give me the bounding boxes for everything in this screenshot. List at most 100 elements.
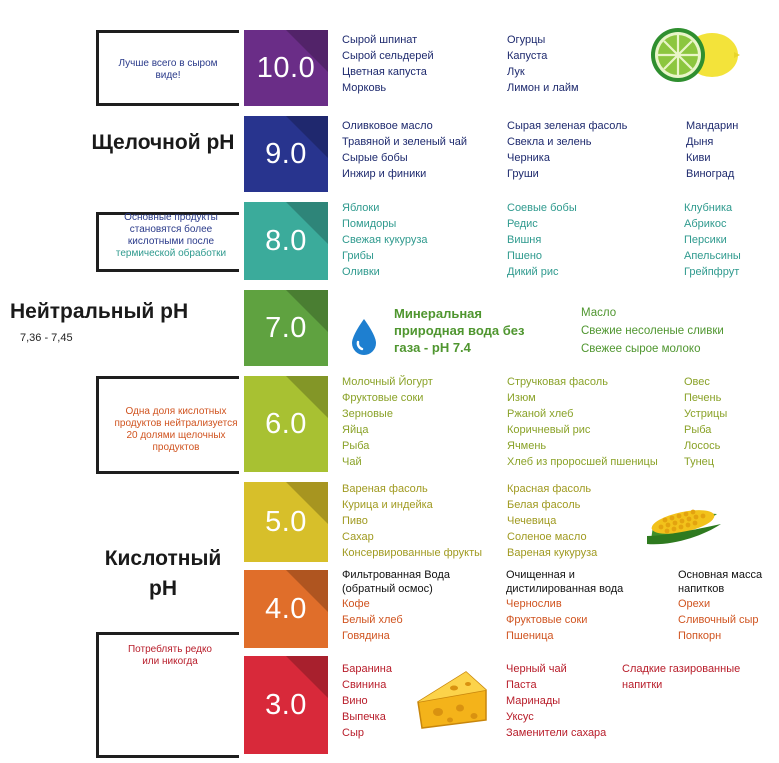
food-item: Баранина <box>342 663 392 675</box>
note-heat: Основные продукты становятся более кисло… <box>106 212 236 260</box>
food-list-9-col2: Сырая зеленая фасоль Свекла и зелень Чер… <box>507 118 627 182</box>
food-item: Дыня <box>686 136 714 148</box>
cheese-icon <box>417 671 487 729</box>
corn-icon <box>647 509 721 545</box>
food-item: Травяной и зеленый чай <box>342 136 467 148</box>
food-item: Чернослив <box>506 598 562 610</box>
food-list-8-col1: Яблоки Помидоры Свежая кукуруза Грибы Ол… <box>342 200 428 280</box>
food-item: Грейпфрут <box>684 266 740 278</box>
food-item: Абрикос <box>684 218 727 230</box>
note-heat-line2: термической обработки <box>115 248 227 259</box>
food-item: Орехи <box>678 598 711 610</box>
food-item: Пшено <box>507 250 543 262</box>
food-item: Курица и индейка <box>342 499 433 511</box>
food-item: Вареная фасоль <box>342 483 428 495</box>
ph-value-9: 9.0 <box>265 137 307 170</box>
food-item: Тунец <box>684 456 715 468</box>
food-item: Кофе <box>342 598 370 610</box>
food-list-4-col1: Фильтрованная Вода (обратный осмос) Кофе… <box>342 568 464 644</box>
food-list-6-col2: Стручковая фасоль Изюм Ржаной хлеб Корич… <box>507 374 658 470</box>
food-item: Вареная кукуруза <box>507 547 598 559</box>
food-item: Апельсины <box>684 250 741 262</box>
ph-value-7: 7.0 <box>265 311 307 344</box>
food-item: Ячмень <box>507 440 547 452</box>
ph-box-3: 3.0 <box>244 656 328 754</box>
food-item: Фруктовые соки <box>506 614 588 626</box>
neutral-range: 7,36 - 7,45 <box>20 332 73 344</box>
food-item: Сырые бобы <box>342 152 408 164</box>
food-item: Печень <box>684 392 722 404</box>
bracket-ratio <box>96 376 239 474</box>
column-header-drinks: Основная масса напитков <box>678 569 763 595</box>
food-item: Выпечка <box>342 711 386 723</box>
food-item: Сырой сельдерей <box>342 50 434 62</box>
food-item: Черника <box>507 152 550 164</box>
food-item: Морковь <box>342 82 387 94</box>
food-item: Сырая зеленая фасоль <box>507 120 628 132</box>
column-header-distilled-water: Очищенная и дистилированная вода <box>506 569 624 595</box>
food-item: Сливочный сыр <box>678 614 759 626</box>
ph-value-10: 10.0 <box>256 51 316 84</box>
food-item: Стручковая фасоль <box>507 376 608 388</box>
food-item: Грибы <box>342 250 374 262</box>
food-list-8-col3: Клубника Абрикос Персики Апельсины Грейп… <box>684 200 741 280</box>
food-item: Капуста <box>507 50 548 62</box>
food-item: Красная фасоль <box>507 483 592 495</box>
lime-lemon-icon <box>651 28 740 82</box>
food-item: Заменители сахара <box>506 727 607 739</box>
food-item: Груши <box>507 168 539 180</box>
food-list-4-col2: Очищенная и дистилированная вода Черносл… <box>506 568 640 644</box>
acidic-label: Кислотный рН <box>104 547 222 600</box>
ph-box-5: 5.0 <box>244 482 328 562</box>
food-item: Оливковое масло <box>342 120 433 132</box>
food-item: Изюм <box>507 392 536 404</box>
ph-value-4: 4.0 <box>265 592 307 625</box>
food-list-4-col3: Основная масса напитков Орехи Сливочный … <box>678 568 774 644</box>
food-item: Хлеб из проросшей пшеницы <box>507 456 658 468</box>
food-item: Уксус <box>506 711 534 723</box>
food-item: Свежая кукуруза <box>342 234 428 246</box>
food-list-8-col2: Соевые бобы Редис Вишня Пшено Дикий рис <box>507 200 577 280</box>
food-item: Сладкие газированные напитки <box>622 663 741 691</box>
food-item: Киви <box>686 152 711 164</box>
food-item: Рыба <box>684 424 712 436</box>
food-item: Пиво <box>342 515 368 527</box>
ph-value-8: 8.0 <box>265 224 307 257</box>
food-item: Масло <box>581 307 617 319</box>
food-list-10-col2: Огурцы Капуста Лук Лимон и лайм <box>507 32 579 96</box>
food-item: Вино <box>342 695 368 707</box>
ph-box-10: 10.0 <box>244 30 328 106</box>
food-item: Пшеница <box>506 630 554 642</box>
ph-box-8: 8.0 <box>244 202 328 280</box>
ph-value-5: 5.0 <box>265 505 307 538</box>
ph-box-7: 7.0 <box>244 290 328 366</box>
food-item: Маринады <box>506 695 561 707</box>
note-rarely: Потреблять редко или никогда <box>127 644 212 667</box>
mineral-water-text: Минеральная природная вода без газа - рН… <box>394 306 525 355</box>
note-heat-line1: Основные продукты становятся более кисло… <box>124 212 218 247</box>
food-list-5-col1: Вареная фасоль Курица и индейка Пиво Сах… <box>342 481 482 561</box>
food-item: Устрицы <box>684 408 728 420</box>
food-item: Свежее сырое молоко <box>581 343 701 355</box>
bracket-rarely <box>96 632 239 758</box>
food-item: Соленое масло <box>507 531 587 543</box>
food-item: Зерновые <box>342 408 393 420</box>
food-item: Свежие несоленые сливки <box>581 325 724 337</box>
food-item: Лук <box>507 66 525 78</box>
bracket-heat <box>96 212 239 272</box>
food-item: Цветная капуста <box>342 66 427 78</box>
food-item: Коричневый рис <box>507 424 591 436</box>
food-item: Молочный Йогурт <box>342 376 433 388</box>
food-list-3-col1: Баранина Свинина Вино Выпечка Сыр <box>342 661 392 741</box>
food-item: Паста <box>506 679 537 691</box>
food-item: Чечевица <box>507 515 557 527</box>
food-item: Сахар <box>342 531 374 543</box>
food-item: Огурцы <box>507 34 546 46</box>
food-item: Белый хлеб <box>342 614 403 626</box>
food-item: Лимон и лайм <box>507 82 579 94</box>
food-item: Овес <box>684 376 710 388</box>
ph-box-4: 4.0 <box>244 570 328 648</box>
food-item: Инжир и финики <box>342 168 427 180</box>
ph-value-6: 6.0 <box>265 407 307 440</box>
food-list-7-col1: Масло Свежие несоленые сливки Свежее сыр… <box>581 305 724 359</box>
